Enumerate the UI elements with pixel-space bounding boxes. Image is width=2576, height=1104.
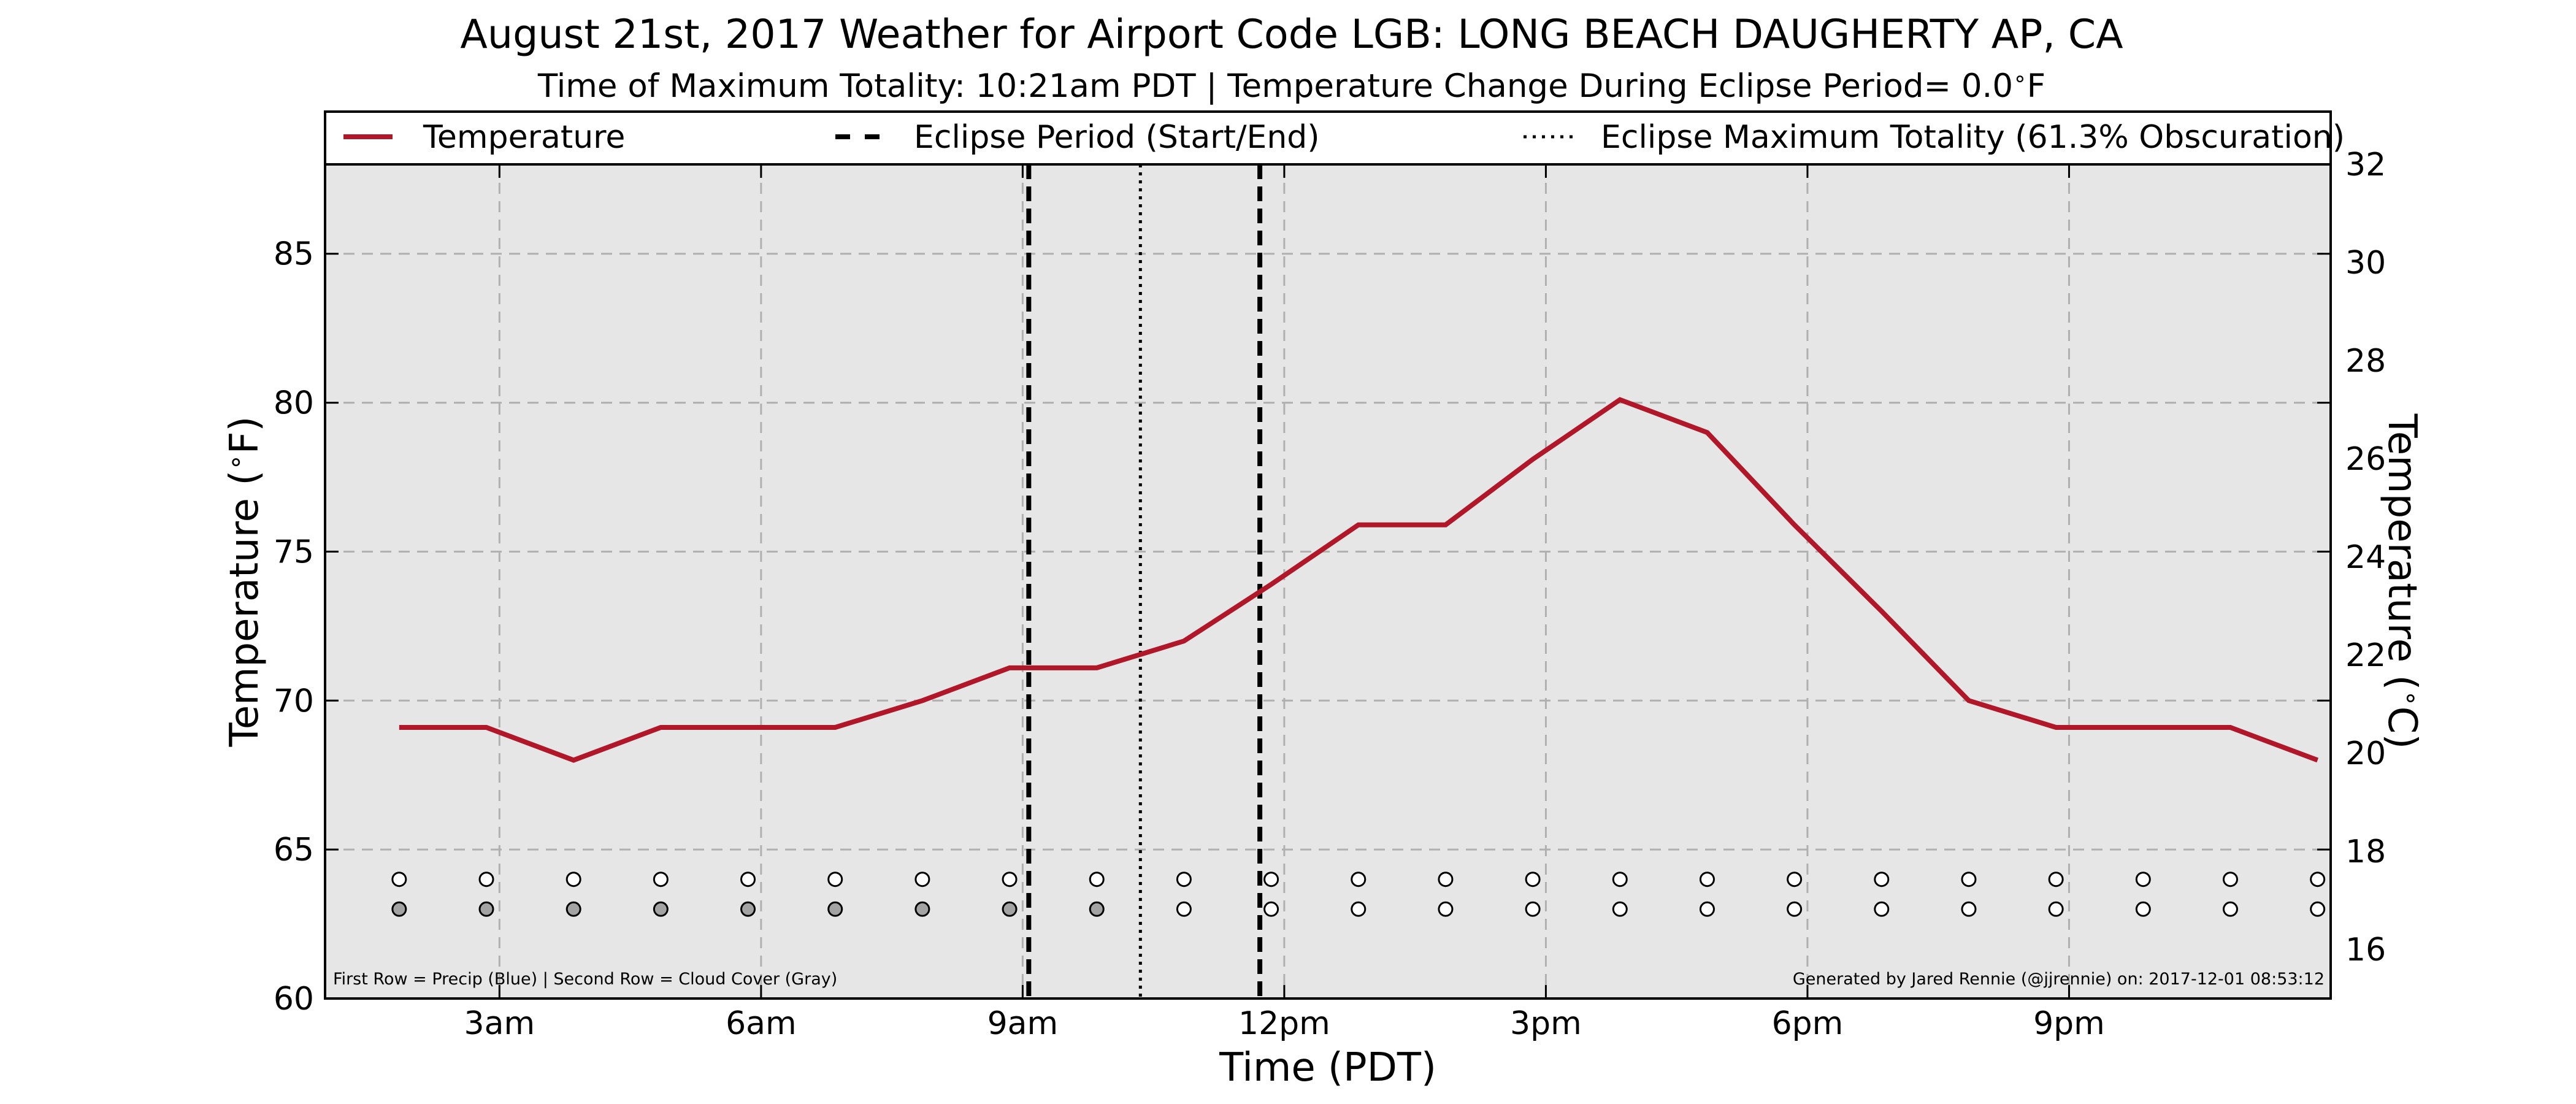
cloud-cover-marker <box>565 901 581 917</box>
precip-marker <box>1787 872 1803 887</box>
precip-marker <box>1263 872 1279 887</box>
x-tick-label: 3am <box>464 1005 535 1042</box>
chart-subtitle-main: Time of Maximum Totality: 10:21am PDT | … <box>537 67 2013 105</box>
right-y-axis-label-main: Temperature ( <box>2379 413 2425 691</box>
legend-eclipse-max-label: Eclipse Maximum Totality (61.3% Obscurat… <box>1601 119 2345 156</box>
precip-marker <box>740 872 756 887</box>
precip-marker <box>653 872 669 887</box>
precip-marker <box>565 872 581 887</box>
cloud-cover-marker <box>653 901 669 917</box>
right-y-tick-label: 16 <box>2345 932 2386 968</box>
precip-marker <box>1351 872 1367 887</box>
precip-marker <box>2048 872 2064 887</box>
precip-marker <box>1612 872 1628 887</box>
right-y-tick-label: 20 <box>2345 735 2386 772</box>
precip-marker <box>914 872 930 887</box>
cloud-cover-marker <box>1438 901 1454 917</box>
right-y-tick-label: 22 <box>2345 637 2386 674</box>
x-tick-label: 6pm <box>1772 1005 1844 1042</box>
legend-box <box>324 110 2332 166</box>
precip-marker <box>1874 872 1890 887</box>
cloud-cover-marker <box>2048 901 2064 917</box>
left-y-tick-label: 70 <box>274 683 314 719</box>
right-y-axis-ticks: 16 18 20 22 24 26 28 30 32 <box>2345 147 2386 968</box>
legend-eclipse-period-label: Eclipse Period (Start/End) <box>914 119 1320 156</box>
footnote-left: First Row = Precip (Blue) | Second Row =… <box>333 970 837 989</box>
chart-subtitle-unit: F <box>2027 67 2046 105</box>
cloud-cover-marker <box>740 901 756 917</box>
cloud-cover-marker <box>391 901 407 917</box>
left-y-tick-label: 60 <box>274 981 314 1018</box>
right-y-tick-label: 32 <box>2345 147 2386 183</box>
footnote-right: Generated by Jared Rennie (@jjrennie) on… <box>1793 970 2325 989</box>
cloud-cover-marker <box>1961 901 1977 917</box>
left-y-axis-label-degree: ∘ <box>220 454 250 470</box>
precip-marker <box>1176 872 1192 887</box>
cloud-cover-marker <box>1787 901 1803 917</box>
right-y-tick-label: 24 <box>2345 539 2386 576</box>
precip-marker <box>827 872 843 887</box>
precip-marker <box>2135 872 2151 887</box>
left-y-axis-label: Temperature (∘F) <box>220 416 267 748</box>
cloud-cover-marker <box>478 901 494 917</box>
cloud-cover-marker <box>2310 901 2326 917</box>
x-axis-ticks: 3am 6am 9am 12pm 3pm 6pm 9pm <box>464 164 2105 1042</box>
chart-subtitle-degree: ∘ <box>2013 66 2027 91</box>
left-y-axis-label-unit: F) <box>222 416 267 454</box>
x-tick-label: 9pm <box>2033 1005 2105 1042</box>
right-y-tick-label: 28 <box>2345 343 2386 380</box>
x-tick-label: 9am <box>987 1005 1059 1042</box>
left-y-tick-label: 85 <box>274 236 314 273</box>
right-y-axis-label-unit: C) <box>2379 707 2425 749</box>
cloud-cover-marker <box>827 901 843 917</box>
precip-marker <box>1002 872 1018 887</box>
precip-marker <box>1699 872 1715 887</box>
precip-marker <box>391 872 407 887</box>
legend-temperature-label: Temperature <box>423 119 625 156</box>
precip-marker <box>1525 872 1541 887</box>
precip-marker <box>1089 872 1105 887</box>
precip-marker <box>2310 872 2326 887</box>
cloud-cover-marker <box>1525 901 1541 917</box>
cloud-cover-marker <box>1351 901 1367 917</box>
legend: Temperature Eclipse Period (Start/End) E… <box>324 110 2345 166</box>
x-tick-label: 6am <box>726 1005 797 1042</box>
left-y-tick-label: 75 <box>274 534 314 570</box>
right-y-tick-label: 26 <box>2345 441 2386 478</box>
left-y-axis-label-main: Temperature ( <box>222 470 267 748</box>
right-y-axis-label: Temperature (∘C) <box>2379 413 2426 749</box>
cloud-cover-marker <box>914 901 930 917</box>
cloud-cover-marker <box>1263 901 1279 917</box>
grid-lines <box>325 164 2331 999</box>
cloud-cover-marker <box>2223 901 2238 917</box>
marker-rows <box>391 872 2326 917</box>
precip-marker <box>1961 872 1977 887</box>
cloud-cover-marker <box>1089 901 1105 917</box>
x-axis-label: Time (PDT) <box>1219 1045 1436 1091</box>
left-y-tick-label: 80 <box>274 385 314 422</box>
right-y-axis-label-degree: ∘ <box>2396 690 2426 706</box>
x-tick-label: 12pm <box>1238 1005 1330 1042</box>
x-tick-label: 3pm <box>1510 1005 1582 1042</box>
cloud-cover-marker <box>1002 901 1018 917</box>
cloud-cover-marker <box>1699 901 1715 917</box>
chart-title: August 21st, 2017 Weather for Airport Co… <box>460 12 2123 58</box>
right-y-tick-label: 18 <box>2345 834 2386 870</box>
chart-subtitle: Time of Maximum Totality: 10:21am PDT | … <box>537 66 2045 105</box>
cloud-cover-marker <box>2135 901 2151 917</box>
cloud-cover-marker <box>1176 901 1192 917</box>
left-y-axis-ticks: 60 65 70 75 80 85 <box>274 236 2331 1018</box>
right-y-tick-label: 30 <box>2345 245 2386 282</box>
precip-marker <box>478 872 494 887</box>
left-y-tick-label: 65 <box>274 832 314 868</box>
plot-area <box>325 164 2331 999</box>
cloud-cover-marker <box>1874 901 1890 917</box>
precip-marker <box>2223 872 2238 887</box>
precip-marker <box>1438 872 1454 887</box>
temperature-series-line <box>399 397 2319 763</box>
cloud-cover-marker <box>1612 901 1628 917</box>
